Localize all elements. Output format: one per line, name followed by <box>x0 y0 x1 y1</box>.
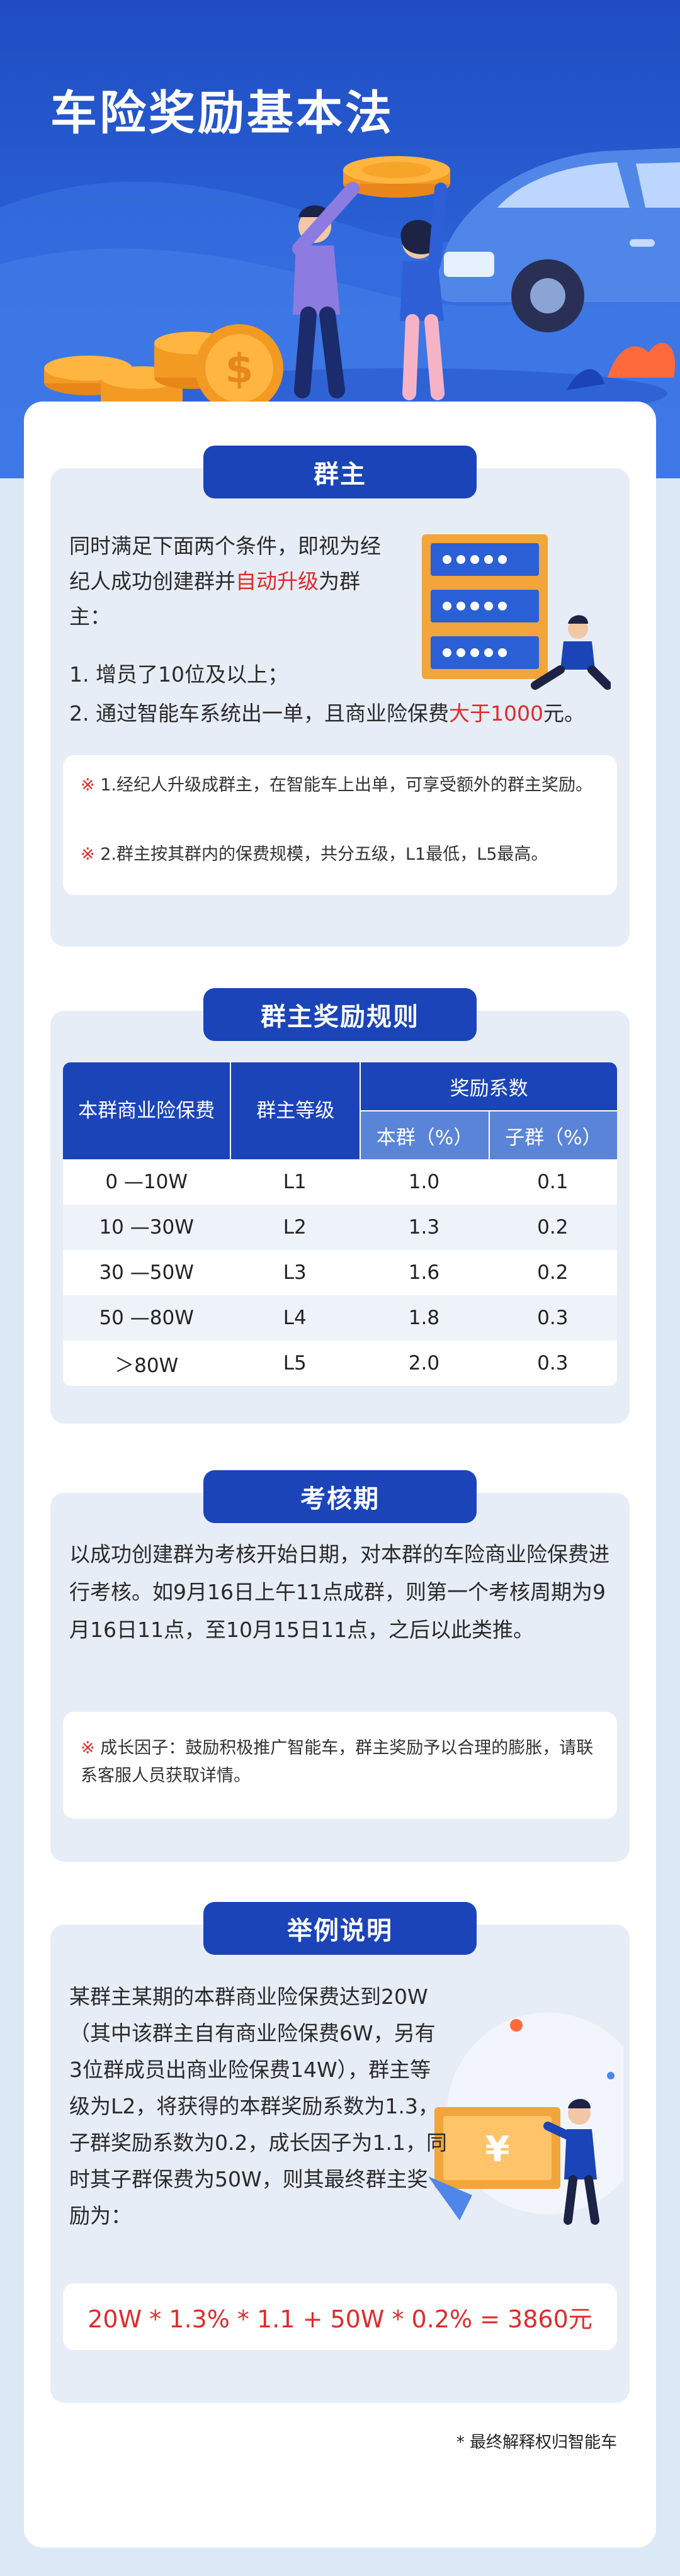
intro-highlight: 自动升级 <box>235 569 319 593</box>
cell-own: 1.0 <box>360 1159 489 1205</box>
formula-result: 20W * 1.3% * 1.1 + 50W * 0.2% = 3860元 <box>63 2283 617 2350</box>
header-coefficient: 奖励系数 <box>360 1062 617 1110</box>
header-sub-group: 子群（%） <box>488 1110 617 1159</box>
example-body: 某群主某期的本群商业险保费达到20W（其中该群主自有商业险保费6W，另有3位群成… <box>69 1984 447 2228</box>
section-intro: 同时满足下面两个条件，即视为经纪人成功创建群并自动升级为群主： <box>69 529 397 634</box>
header-own-group: 本群（%） <box>360 1110 489 1159</box>
section-title: 群主 <box>203 446 477 498</box>
section-title: 考核期 <box>203 1470 477 1523</box>
assessment-body: 以成功创建群为考核开始日期，对本群的车险商业险保费进行考核。如9月16日上午11… <box>69 1542 609 1642</box>
table-row: 30 —50W L3 1.6 0.2 <box>63 1250 617 1295</box>
cell-level: L1 <box>230 1159 360 1205</box>
cell-level: L5 <box>230 1341 360 1386</box>
note-1-text: 1.经纪人升级成群主，在智能车上出单，可享受额外的群主奖励。 <box>100 775 592 795</box>
note-mark: ※ <box>81 775 95 795</box>
footer-disclaimer: * 最终解释权归智能车 <box>456 2433 617 2452</box>
note-mark: ※ <box>81 845 95 864</box>
intro-text-end: 为群主： <box>69 569 360 629</box>
cell-premium: 30 —50W <box>63 1250 230 1295</box>
table-row: ＞80W L5 2.0 0.3 <box>63 1341 617 1386</box>
cell-level: L3 <box>230 1250 360 1295</box>
table-row: 10 —30W L2 1.3 0.2 <box>63 1205 617 1250</box>
cell-premium: 50 —80W <box>63 1295 230 1341</box>
intro-text: 同时满足下面两个条件，即视为经纪人成功创建群并 <box>69 534 381 593</box>
growth-note-text: 成长因子：鼓励积极推广智能车，群主奖励予以合理的膨胀，请联系客服人员获取详情。 <box>81 1738 594 1786</box>
cell-level: L4 <box>230 1295 360 1341</box>
note-mark: ※ <box>81 1738 95 1758</box>
section-example: 举例说明 ¥ 某群主某期的本群商业险保费达到20W（其中该群主自有商业险保费6W… <box>50 1902 630 2403</box>
cell-sub: 0.2 <box>488 1205 617 1250</box>
condition-2-highlight: 大于1000 <box>448 701 543 726</box>
cell-sub: 0.3 <box>488 1295 617 1341</box>
cell-own: 1.6 <box>360 1250 489 1295</box>
reward-table: 本群商业险保费 群主等级 奖励系数 本群（%） 子群（%） 0 —10W L1 … <box>63 1062 617 1386</box>
cell-premium: 0 —10W <box>63 1159 230 1205</box>
note-1: ※ 1.经纪人升级成群主，在智能车上出单，可享受额外的群主奖励。 <box>81 772 603 799</box>
header-premium: 本群商业险保费 <box>63 1062 230 1159</box>
cell-sub: 0.3 <box>488 1341 617 1386</box>
coin-icon <box>343 156 450 198</box>
server-illustration <box>422 534 611 690</box>
section-title: 举例说明 <box>203 1902 477 1955</box>
note-box: ※ 成长因子：鼓励积极推广智能车，群主奖励予以合理的膨胀，请联系客服人员获取详情… <box>63 1712 617 1819</box>
cell-own: 2.0 <box>360 1341 489 1386</box>
cell-premium: 10 —30W <box>63 1205 230 1250</box>
svg-text:$: $ <box>225 346 254 393</box>
section-group-owner: 群主 同时满足下面两个条件，即视为经纪人成功创建群并自动升级为群主： 1. 增员… <box>50 446 630 947</box>
section-title: 群主奖励规则 <box>203 988 477 1041</box>
condition-2: 2. 通过智能车系统出一单，且商业险保费大于1000元。 <box>69 696 623 731</box>
condition-2-text: 2. 通过智能车系统出一单，且商业险保费 <box>69 701 449 726</box>
note-2: ※ 2.群主按其群内的保费规模，共分五级，L1最低，L5最高。 <box>81 841 603 869</box>
cell-sub: 0.1 <box>488 1159 617 1205</box>
cell-premium: ＞80W <box>63 1341 230 1386</box>
plant-illustration <box>567 342 675 390</box>
condition-2-end: 元。 <box>543 701 585 726</box>
note-2-text: 2.群主按其群内的保费规模，共分五级，L1最低，L5最高。 <box>100 845 548 864</box>
growth-note: ※ 成长因子：鼓励积极推广智能车，群主奖励予以合理的膨胀，请联系客服人员获取详情… <box>81 1735 603 1790</box>
table-row: 50 —80W L4 1.8 0.3 <box>63 1295 617 1341</box>
cell-own: 1.3 <box>360 1205 489 1250</box>
cell-level: L2 <box>230 1205 360 1250</box>
section-assessment-period: 考核期 以成功创建群为考核开始日期，对本群的车险商业险保费进行考核。如9月16日… <box>50 1470 630 1862</box>
table-row: 0 —10W L1 1.0 0.1 <box>63 1159 617 1205</box>
presentation-board-illustration: ¥ <box>428 2013 623 2225</box>
svg-text:¥: ¥ <box>485 2129 510 2170</box>
page-title: 车险奖励基本法 <box>50 86 394 140</box>
header-level: 群主等级 <box>230 1062 360 1159</box>
cell-sub: 0.2 <box>488 1250 617 1295</box>
people-illustration <box>292 182 447 400</box>
cell-own: 1.8 <box>360 1295 489 1341</box>
note-box: ※ 1.经纪人升级成群主，在智能车上出单，可享受额外的群主奖励。 ※ 2.群主按… <box>63 755 617 895</box>
condition-1: 1. 增员了10位及以上； <box>69 662 288 687</box>
section-reward-rules: 群主奖励规则 本群商业险保费 群主等级 奖励系数 本群（%） 子群（%） 0 —… <box>50 988 630 1424</box>
car-illustration <box>437 148 680 332</box>
